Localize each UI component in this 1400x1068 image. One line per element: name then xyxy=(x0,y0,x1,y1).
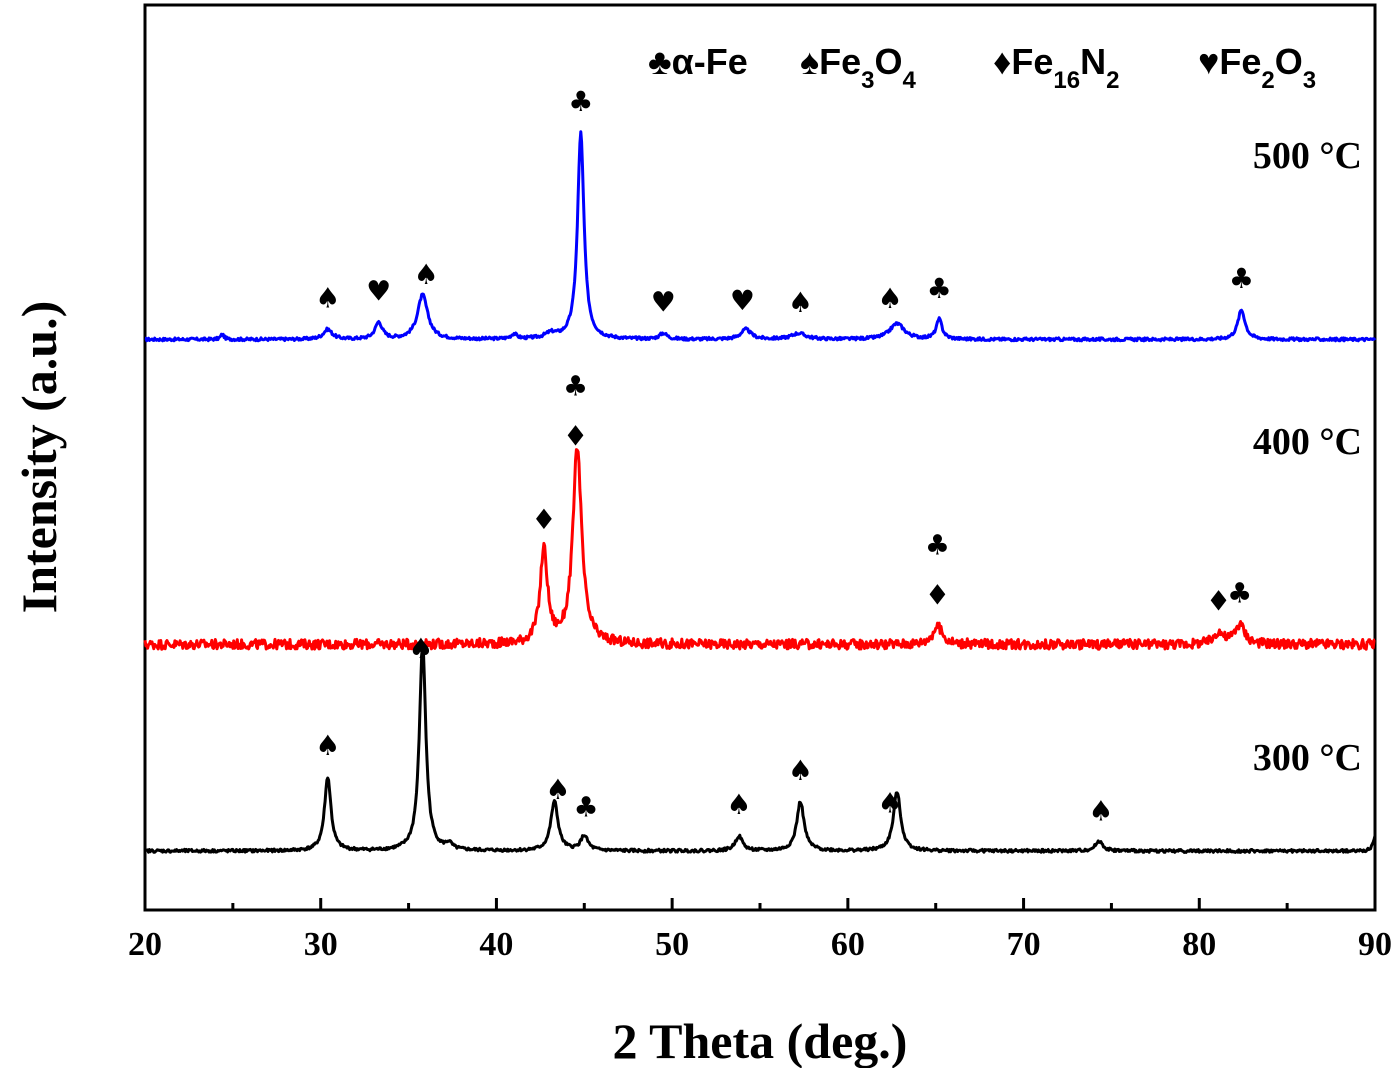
legend-entry-spade: ♠Fe3O4 xyxy=(800,41,917,94)
trace-label: 500 °C xyxy=(1253,135,1362,177)
heart-marker: ♥ xyxy=(730,284,755,317)
trace-line xyxy=(144,130,1377,343)
peak-markers: ♠ ♥♠♣♥ ♥ ♠ ♠ ♣ ♣♦♦♣♦♣♦♣♠♠♠♣ ♠♠♠ ♠ xyxy=(315,85,1254,828)
legend: ♣α-Fe ♠Fe3O4 ♦Fe16N2 ♥Fe2O3 xyxy=(648,41,1316,94)
x-axis-title: 2 Theta (deg.) xyxy=(613,1013,908,1068)
legend-entry-diamond: ♦Fe16N2 xyxy=(993,41,1119,94)
spade-marker: ♠ xyxy=(788,754,813,787)
club-marker: ♣ xyxy=(925,529,950,562)
trace-line xyxy=(144,643,1377,854)
x-tick-label: 40 xyxy=(479,926,513,963)
traces-layer xyxy=(143,130,1377,854)
spade-marker: ♠ xyxy=(414,258,439,291)
x-tick-label: 80 xyxy=(1182,926,1216,963)
trace-labels: 500 °C 400 °C 300 °C xyxy=(1253,135,1362,779)
legend-entry-club: ♣α-Fe xyxy=(648,41,748,82)
x-tick-label: 20 xyxy=(128,926,162,963)
trace-label: 400 °C xyxy=(1253,421,1362,463)
diamond-marker: ♦ xyxy=(531,503,556,536)
spade-marker: ♠ xyxy=(788,286,813,319)
trace-line xyxy=(143,448,1376,651)
diamond-marker: ♦ xyxy=(925,579,950,612)
x-tick-label: 30 xyxy=(304,926,338,963)
spade-marker: ♠ xyxy=(545,773,570,806)
club-marker: ♣ xyxy=(568,85,593,118)
club-marker: ♣ xyxy=(573,790,598,823)
trace-label: 300 °C xyxy=(1253,737,1362,779)
legend-entry-heart: ♥Fe2O3 xyxy=(1198,41,1316,94)
spade-marker: ♠ xyxy=(726,788,751,821)
diamond-marker: ♦ xyxy=(1206,585,1231,618)
x-tick-label: 50 xyxy=(655,926,689,963)
diamond-marker: ♦ xyxy=(563,419,588,452)
spade-marker: ♠ xyxy=(315,729,340,762)
club-marker: ♣ xyxy=(1229,262,1254,295)
plot-frame xyxy=(143,3,1377,912)
spade-marker: ♠ xyxy=(877,282,902,315)
x-tick-label: 60 xyxy=(831,926,865,963)
heart-marker: ♥ xyxy=(366,275,391,308)
spade-marker: ♠ xyxy=(315,282,340,315)
club-marker: ♣ xyxy=(563,369,588,402)
club-marker: ♣ xyxy=(1227,577,1252,610)
spade-marker: ♠ xyxy=(1088,794,1113,827)
x-tick-label: 70 xyxy=(1007,926,1041,963)
spade-marker: ♠ xyxy=(877,786,902,819)
club-marker: ♣ xyxy=(927,272,952,305)
y-axis-title: Intensity (a.u.) xyxy=(11,301,67,614)
spade-marker: ♠ xyxy=(408,632,433,665)
x-tick-label: 90 xyxy=(1358,926,1392,963)
heart-marker: ♥ xyxy=(651,286,676,319)
x-axis-ticks: 20 30 40 50 60 70 80 90 xyxy=(128,898,1392,963)
